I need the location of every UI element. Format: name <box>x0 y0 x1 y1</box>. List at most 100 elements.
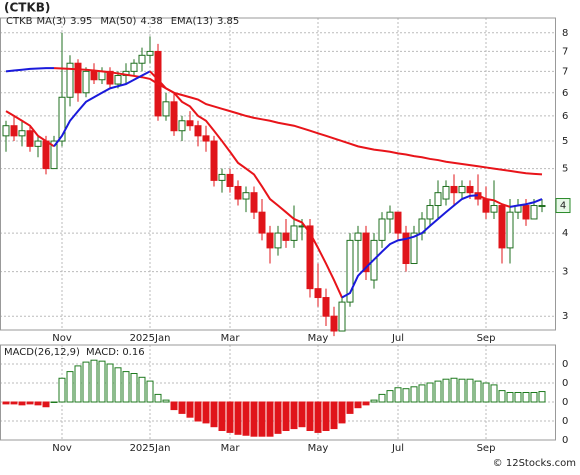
y-tick-label: 3 <box>562 311 568 322</box>
candle-body <box>410 232 418 265</box>
panel-frame <box>0 17 556 331</box>
ma-line <box>5 67 54 73</box>
macd-bar <box>402 388 410 403</box>
candle-body <box>250 192 258 213</box>
macd-bar <box>322 401 330 431</box>
candle-body <box>274 232 282 249</box>
x-tick-label: Sep <box>477 333 496 344</box>
candle-body <box>330 315 338 332</box>
macd-bar <box>354 401 362 409</box>
candle-body <box>146 50 154 56</box>
candle-body <box>170 101 178 132</box>
y-tick-label: 0 <box>562 378 568 389</box>
macd-bar <box>18 401 26 406</box>
candle-body <box>202 135 210 142</box>
candle-body <box>482 198 490 213</box>
candle-body <box>218 173 226 181</box>
macd-bar <box>58 377 66 403</box>
macd-bar <box>330 401 338 430</box>
y-tick-label: 5 <box>562 164 568 175</box>
candle-body <box>490 205 498 213</box>
x-tick-label: Nov <box>52 333 72 344</box>
legend-name: MA(50) <box>100 16 136 27</box>
macd-bar <box>386 390 394 403</box>
candle-body <box>26 130 34 147</box>
candle-body <box>226 173 234 187</box>
candle-body <box>314 288 322 299</box>
ma-line <box>5 110 55 148</box>
macd-legend-value: 0.16 <box>122 347 144 358</box>
macd-bar <box>34 401 42 406</box>
macd-bar <box>538 391 546 403</box>
candle-body <box>434 192 442 207</box>
candle-body <box>114 75 122 85</box>
candle-body <box>98 70 106 81</box>
candle-body <box>58 96 66 142</box>
chart-title: (CTKB) <box>4 1 50 15</box>
candle-body <box>346 239 354 303</box>
macd-bar <box>82 361 90 403</box>
macd-bar <box>514 392 522 403</box>
y-tick-label: 5 <box>562 136 568 147</box>
macd-bar <box>130 373 138 403</box>
macd-bar <box>466 378 474 403</box>
ma-line <box>341 194 479 299</box>
macd-bar <box>98 360 106 403</box>
candle-body <box>338 301 346 332</box>
candle-body <box>34 140 42 147</box>
ma-line <box>53 70 151 147</box>
y-tick-label: 0 <box>562 416 568 427</box>
candle-body <box>426 205 434 220</box>
legend-name: EMA(13) <box>171 16 213 27</box>
x-tick-label: May <box>308 333 329 344</box>
candle-body <box>50 140 58 170</box>
macd-bar <box>138 376 146 403</box>
x-tick-label: Mar <box>221 333 241 344</box>
macd-bar <box>394 387 402 403</box>
candle-body <box>130 62 138 72</box>
y-tick-label: 4 <box>562 228 568 239</box>
macd-bar <box>370 399 378 403</box>
candle-body <box>282 232 290 241</box>
macd-bar <box>218 401 226 431</box>
candle-body <box>66 62 74 98</box>
macd-bar <box>10 401 18 405</box>
y-tick-label: 6 <box>562 88 568 99</box>
macd-bar <box>482 382 490 403</box>
x-tick-label: Nov <box>52 443 72 454</box>
macd-bar <box>362 401 370 406</box>
macd-bar <box>2 401 10 405</box>
macd-bar <box>154 393 162 403</box>
macd-bar <box>282 401 290 431</box>
macd-bar <box>498 390 506 403</box>
candle-body <box>42 140 50 170</box>
candle-body <box>322 297 330 317</box>
candle-body <box>354 232 362 241</box>
macd-bar <box>186 401 194 418</box>
candle-body <box>186 120 194 127</box>
macd-bar <box>298 401 306 428</box>
y-tick-label: 0 <box>562 359 568 370</box>
macd-bar <box>234 401 242 435</box>
legend-name: MA(3) <box>37 16 67 27</box>
macd-bar <box>458 378 466 403</box>
y-tick-label: 8 <box>562 28 568 39</box>
macd-bar <box>114 367 122 403</box>
y-tick-label: 7 <box>562 46 568 57</box>
macd-bar <box>106 363 114 403</box>
macd-bar <box>242 401 250 436</box>
macd-bar <box>226 401 234 433</box>
legend-value: 4.38 <box>140 16 162 27</box>
x-tick-label: Jul <box>391 443 404 454</box>
candle-body <box>258 211 266 234</box>
y-tick-label: 0 <box>562 397 568 408</box>
watermark: © 12Stocks.com <box>493 458 576 469</box>
macd-bar <box>530 392 538 403</box>
macd-bar <box>250 401 258 437</box>
x-tick-label: Jul <box>391 333 404 344</box>
candle-body <box>378 218 386 241</box>
candle-body <box>178 120 186 132</box>
macd-title: MACD(26,12,9) <box>4 347 80 358</box>
macd-legend-name: MACD: <box>86 347 119 358</box>
